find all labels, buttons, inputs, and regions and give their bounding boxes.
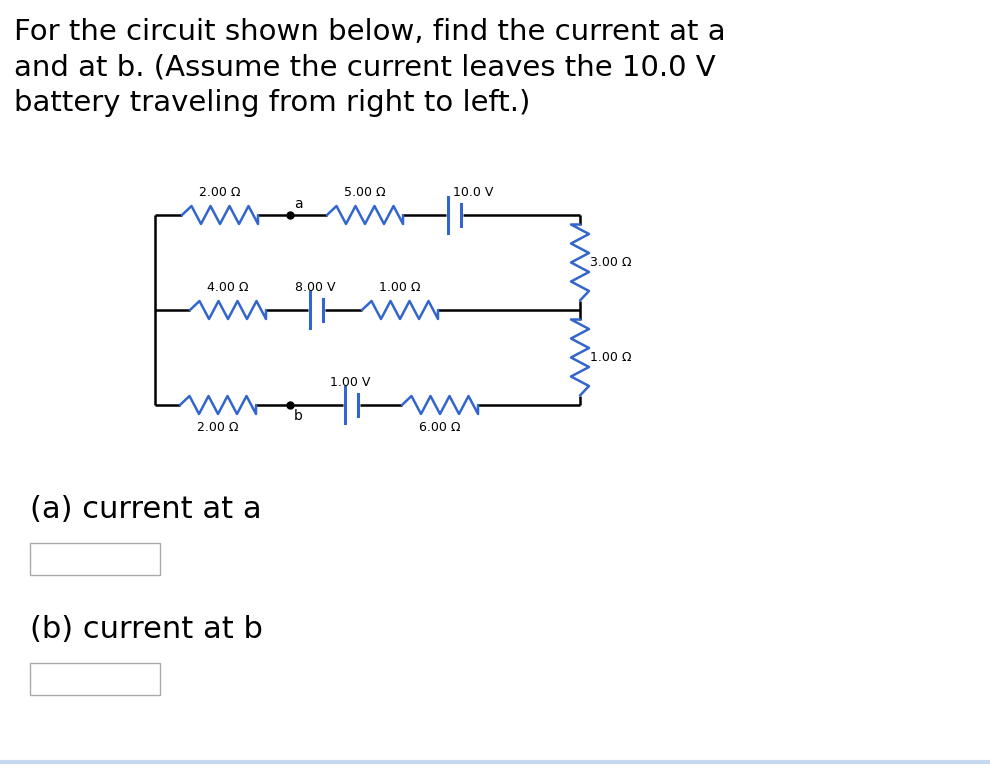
Text: (b) current at b: (b) current at b (30, 615, 263, 644)
Text: 1.00 Ω: 1.00 Ω (590, 351, 632, 364)
Text: 4.00 Ω: 4.00 Ω (207, 281, 248, 294)
Text: 6.00 Ω: 6.00 Ω (419, 421, 460, 434)
Text: a: a (294, 197, 303, 211)
Text: 8.00 V: 8.00 V (295, 281, 336, 294)
Text: 1.00 Ω: 1.00 Ω (379, 281, 421, 294)
Bar (30, 543, 160, 575)
Text: 5.00 Ω: 5.00 Ω (345, 186, 386, 199)
Text: 2.00 Ω: 2.00 Ω (199, 186, 241, 199)
Text: 1.00 V: 1.00 V (330, 376, 370, 389)
Text: 2.00 Ω: 2.00 Ω (197, 421, 239, 434)
Text: 10.0 V: 10.0 V (453, 186, 493, 199)
Text: For the circuit shown below, find the current at a
and at b. (Assume the current: For the circuit shown below, find the cu… (14, 18, 726, 118)
Text: 3.00 Ω: 3.00 Ω (590, 256, 632, 269)
Text: b: b (294, 409, 303, 423)
Text: (a) current at a: (a) current at a (30, 495, 261, 524)
Bar (30, 663, 160, 695)
